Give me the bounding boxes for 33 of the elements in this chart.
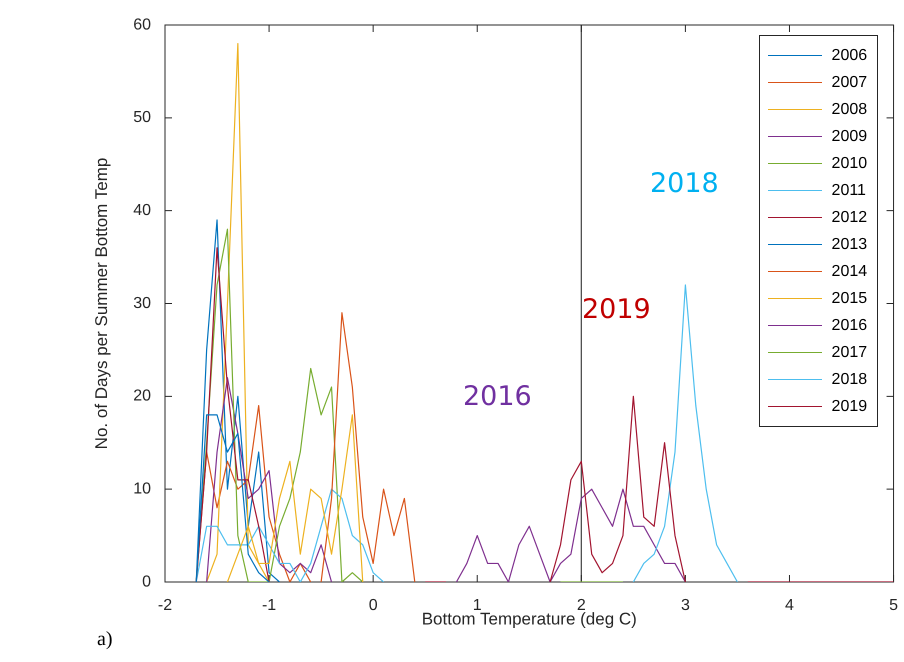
legend-label: 2017 bbox=[832, 344, 868, 362]
legend-label: 2011 bbox=[832, 182, 866, 200]
legend-label: 2015 bbox=[832, 290, 868, 308]
y-tick-label: 40 bbox=[133, 202, 152, 220]
legend-label: 2010 bbox=[832, 154, 868, 172]
x-tick-label: -1 bbox=[262, 597, 276, 614]
legend-label: 2006 bbox=[832, 46, 868, 64]
x-tick-label: 0 bbox=[368, 597, 378, 614]
x-tick-label: 4 bbox=[785, 597, 794, 614]
x-axis-title: Bottom Temperature (deg C) bbox=[422, 609, 637, 628]
y-tick-label: 20 bbox=[133, 388, 152, 405]
legend-label: 2009 bbox=[832, 128, 868, 146]
y-tick-label: 30 bbox=[133, 294, 152, 312]
legend-label: 2018 bbox=[832, 370, 868, 388]
legend-label: 2012 bbox=[832, 208, 868, 226]
legend-label: 2014 bbox=[832, 262, 868, 280]
y-tick-label: 0 bbox=[142, 573, 152, 590]
annotation: 2016 bbox=[463, 381, 532, 412]
y-tick-label: 10 bbox=[133, 480, 152, 498]
x-tick-label: 3 bbox=[680, 597, 690, 614]
text: a) bbox=[97, 628, 113, 651]
x-tick-label: 5 bbox=[889, 597, 898, 614]
legend-label: 2007 bbox=[832, 74, 868, 92]
y-axis-title: No. of Days per Summer Bottom Temp bbox=[92, 158, 111, 450]
annotation: 2018 bbox=[650, 168, 719, 199]
legend-label: 2008 bbox=[832, 100, 868, 118]
annotation: 2019 bbox=[582, 294, 651, 325]
legend-label: 2016 bbox=[832, 316, 868, 334]
x-tick-label: -2 bbox=[158, 597, 172, 614]
y-tick-label: 60 bbox=[133, 16, 152, 34]
legend-label: 2019 bbox=[832, 398, 868, 416]
legend-label: 2013 bbox=[832, 236, 868, 254]
y-tick-label: 50 bbox=[133, 109, 152, 126]
